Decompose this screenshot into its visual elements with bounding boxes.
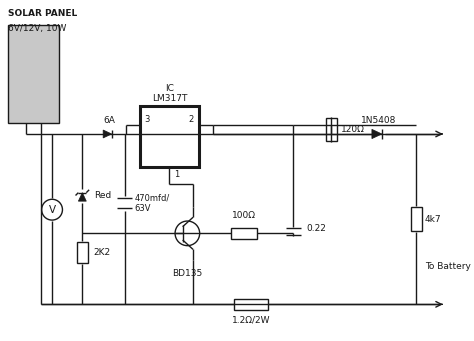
Bar <box>231 228 257 239</box>
Text: 3: 3 <box>145 115 150 124</box>
Text: 1.2Ω/2W: 1.2Ω/2W <box>231 316 270 325</box>
Polygon shape <box>78 193 86 201</box>
Text: 6V/12V, 10W: 6V/12V, 10W <box>8 24 66 33</box>
Text: 1: 1 <box>174 170 179 179</box>
Polygon shape <box>372 129 382 138</box>
Text: 4k7: 4k7 <box>425 214 441 224</box>
Text: 2K2: 2K2 <box>94 248 111 257</box>
Bar <box>8 25 59 123</box>
Bar <box>234 299 268 310</box>
Bar <box>77 242 88 263</box>
Bar <box>410 207 422 232</box>
Text: 0.22: 0.22 <box>307 224 327 233</box>
Text: IC: IC <box>165 84 174 93</box>
Text: To Battery: To Battery <box>425 262 471 271</box>
Text: 120Ω: 120Ω <box>341 125 365 134</box>
Text: BD135: BD135 <box>172 269 202 278</box>
Text: 6A: 6A <box>103 116 115 124</box>
Text: SOLAR PANEL: SOLAR PANEL <box>8 9 77 18</box>
Text: Red: Red <box>94 191 111 200</box>
Text: 2: 2 <box>189 115 194 124</box>
Text: V: V <box>48 205 55 215</box>
Polygon shape <box>103 130 112 138</box>
Bar <box>326 118 337 140</box>
Text: 100Ω: 100Ω <box>232 211 256 220</box>
Text: 1N5408: 1N5408 <box>361 116 396 124</box>
Text: LM317T: LM317T <box>152 93 187 103</box>
Text: 470mfd/
63V: 470mfd/ 63V <box>134 193 170 213</box>
Bar <box>140 106 199 167</box>
